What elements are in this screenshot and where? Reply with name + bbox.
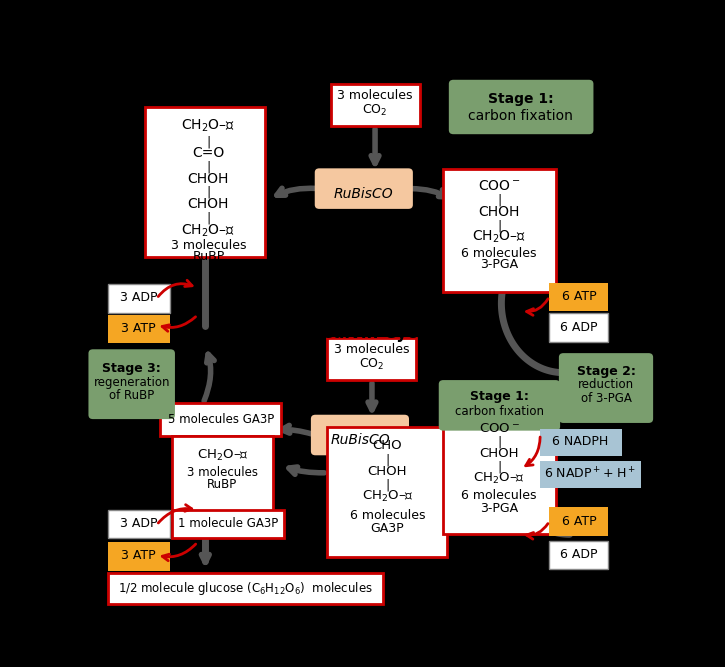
Text: 6 NADP$^+$+ H$^+$: 6 NADP$^+$+ H$^+$ [544,467,637,482]
FancyBboxPatch shape [172,436,273,520]
Text: 6 ATP: 6 ATP [562,515,596,528]
Text: Mit Cycle: Mit Cycle [450,582,507,592]
Text: |: | [385,453,389,466]
Text: |: | [207,135,210,148]
Text: of RuBP: of RuBP [109,390,154,402]
Text: Calvin Cycle: Calvin Cycle [321,323,434,342]
FancyBboxPatch shape [315,168,413,209]
Text: carbon fixation: carbon fixation [468,109,573,123]
Text: |: | [207,161,210,173]
FancyBboxPatch shape [108,284,170,313]
Text: 1/2 molecule glucose (C$_6$H$_{12}$O$_6$)  molecules: 1/2 molecule glucose (C$_6$H$_{12}$O$_6$… [118,580,373,597]
FancyBboxPatch shape [145,107,265,257]
Text: of 3-PGA: of 3-PGA [581,392,631,406]
Text: |: | [497,193,501,207]
Text: C=O: C=O [192,146,225,160]
Text: CH$_2$O–Ⓟ: CH$_2$O–Ⓟ [362,489,413,504]
Text: 1 molecule GA3P: 1 molecule GA3P [178,517,278,530]
Text: CHOH: CHOH [368,465,407,478]
Text: CHOH: CHOH [479,447,519,460]
FancyBboxPatch shape [311,415,409,456]
Text: |: | [385,478,389,492]
Text: Stage 1:: Stage 1: [488,92,554,106]
FancyBboxPatch shape [108,573,383,604]
FancyBboxPatch shape [550,508,608,536]
Text: CHOH: CHOH [188,197,229,211]
FancyBboxPatch shape [108,542,170,570]
Text: COO$^-$: COO$^-$ [478,422,519,435]
FancyBboxPatch shape [559,353,653,423]
Text: 3 ATP: 3 ATP [121,322,156,336]
Text: 3 molecules: 3 molecules [170,239,247,252]
Text: 6 molecules: 6 molecules [349,509,425,522]
Text: 3-PGA: 3-PGA [480,502,518,516]
FancyBboxPatch shape [108,315,170,344]
Text: COO$^-$: COO$^-$ [478,179,521,193]
Text: CHOH: CHOH [188,171,229,185]
Text: 3 ADP: 3 ADP [120,517,157,530]
Text: CHO: CHO [373,440,402,452]
Text: 6 ADP: 6 ADP [560,321,597,334]
FancyBboxPatch shape [327,338,416,380]
Text: reduction: reduction [578,378,634,392]
FancyBboxPatch shape [331,84,420,126]
Text: CH$_2$O–Ⓟ: CH$_2$O–Ⓟ [181,223,236,239]
FancyBboxPatch shape [550,283,608,311]
Text: 3 ADP: 3 ADP [120,291,157,304]
Text: 3 ATP: 3 ATP [121,550,156,562]
FancyBboxPatch shape [172,510,284,538]
Text: 3 molecules: 3 molecules [337,89,413,102]
FancyBboxPatch shape [443,411,555,534]
Text: 3-PGA: 3-PGA [480,258,518,271]
FancyBboxPatch shape [327,426,447,558]
Text: |: | [497,461,501,474]
Text: 6 ADP: 6 ADP [560,548,597,561]
FancyBboxPatch shape [540,429,621,456]
Text: GA3P: GA3P [370,522,405,535]
FancyBboxPatch shape [550,313,608,342]
Text: RuBP: RuBP [192,250,225,263]
FancyBboxPatch shape [160,404,281,436]
Text: carbon fıxation: carbon fıxation [455,405,544,418]
Text: CH$_2$O–Ⓟ: CH$_2$O–Ⓟ [472,229,526,245]
Text: Stage 3:: Stage 3: [102,362,161,376]
Text: CH$_2$O–Ⓟ: CH$_2$O–Ⓟ [196,448,248,463]
Text: |: | [207,186,210,199]
Text: CO$_2$: CO$_2$ [362,103,388,118]
Text: |: | [497,436,501,448]
Text: CO$_2$: CO$_2$ [360,358,384,372]
Text: Calvin Cycle: Calvin Cycle [436,566,521,580]
Text: CHOH: CHOH [478,205,520,219]
Text: Stage 2:: Stage 2: [576,365,635,378]
Text: 3 molecules: 3 molecules [334,343,410,356]
FancyBboxPatch shape [443,169,555,291]
Text: regeneration: regeneration [94,376,170,389]
Text: CH$_2$O–Ⓟ: CH$_2$O–Ⓟ [473,472,525,486]
FancyBboxPatch shape [108,510,170,538]
Text: RuBP: RuBP [207,478,238,491]
Text: |: | [497,219,501,232]
Text: |: | [207,211,210,224]
FancyBboxPatch shape [449,80,594,134]
FancyBboxPatch shape [540,461,641,488]
Text: RuBisCO: RuBisCO [334,187,393,201]
Text: 6 molecules: 6 molecules [461,490,536,502]
FancyBboxPatch shape [439,380,560,431]
FancyBboxPatch shape [88,350,175,419]
Text: 5 molecules GA3P: 5 molecules GA3P [167,413,274,426]
Text: 6 NADPH: 6 NADPH [552,436,608,448]
Text: 6 molecules: 6 molecules [461,247,536,259]
Text: 3 molecules: 3 molecules [187,466,258,480]
Text: CH$_2$O–Ⓟ: CH$_2$O–Ⓟ [181,118,236,135]
Text: RuBisCO: RuBisCO [331,434,390,448]
Text: Stage 1:: Stage 1: [470,390,529,403]
FancyBboxPatch shape [550,540,608,569]
Text: 6 ATP: 6 ATP [562,290,596,303]
